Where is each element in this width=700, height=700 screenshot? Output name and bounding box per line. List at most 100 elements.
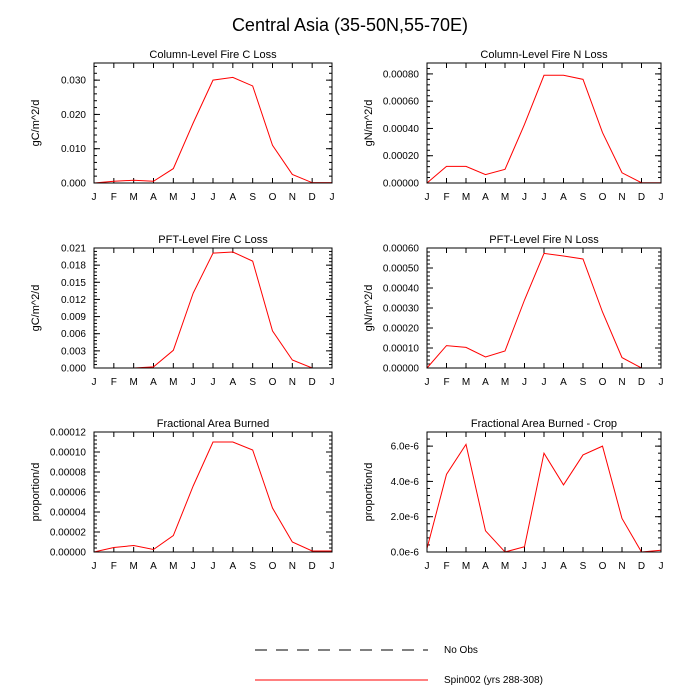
x-tick-label: J: [522, 377, 527, 388]
x-tick-label: A: [482, 377, 489, 388]
y-tick-label: 0.009: [61, 312, 86, 323]
y-tick-label: 0.00010: [50, 448, 87, 459]
x-tick-label: F: [111, 192, 117, 203]
y-tick-label: 0.00080: [383, 69, 420, 80]
y-tick-label: 0.00002: [50, 528, 87, 539]
x-tick-label: D: [638, 192, 645, 203]
x-tick-label: J: [191, 377, 196, 388]
y-tick-label: 0.006: [61, 329, 86, 340]
x-tick-label: J: [191, 192, 196, 203]
x-tick-label: A: [229, 192, 236, 203]
panel-6: Fractional Area Burned - Crop proportion/…: [363, 418, 664, 572]
x-tick-label: J: [92, 377, 97, 388]
x-tick-label: O: [599, 192, 607, 203]
y-axis-label: gC/m^2/d: [30, 285, 42, 332]
y-tick-label: 0.0e-6: [391, 548, 420, 559]
x-tick-label: N: [289, 561, 296, 572]
x-tick-label: J: [542, 192, 547, 203]
x-tick-label: M: [501, 192, 509, 203]
plot-frame: [426, 431, 662, 553]
x-tick-label: N: [618, 192, 625, 203]
y-tick-label: 0.00060: [383, 244, 420, 255]
x-tick-label: J: [330, 561, 335, 572]
panel-4: PFT-Level Fire N Loss gN/m^2/d J F M A M J J A S O N…: [363, 234, 664, 388]
panel-title: Column-Level Fire C Loss: [149, 49, 277, 61]
y-tick-label: 0.003: [61, 346, 86, 357]
y-tick-label: 0.00060: [383, 97, 420, 108]
x-tick-label: J: [425, 377, 430, 388]
x-tick-label: D: [309, 192, 316, 203]
x-tick-label: J: [191, 561, 196, 572]
y-tick-label: 0.00008: [50, 468, 87, 479]
x-tick-label: D: [638, 561, 645, 572]
x-tick-label: D: [638, 377, 645, 388]
x-tick-label: J: [92, 192, 97, 203]
x-tick-label: J: [542, 561, 547, 572]
x-tick-label: O: [269, 192, 277, 203]
x-tick-label: S: [580, 561, 587, 572]
x-tick-label: F: [443, 561, 449, 572]
y-tick-label: 4.0e-6: [391, 477, 420, 488]
x-tick-label: O: [599, 561, 607, 572]
series-line-1: [93, 441, 332, 553]
plot-frame: [426, 62, 662, 184]
y-tick-label: 0.000: [61, 364, 86, 375]
x-tick-label: J: [92, 561, 97, 572]
y-tick-label: 0.020: [61, 110, 86, 121]
x-tick-label: N: [289, 377, 296, 388]
x-tick-label: N: [289, 192, 296, 203]
x-tick-label: M: [129, 377, 137, 388]
panel-title: Fractional Area Burned: [157, 418, 270, 430]
y-tick-label: 0.030: [61, 76, 86, 87]
y-axis-label: proportion/d: [363, 463, 375, 522]
x-tick-label: A: [150, 561, 157, 572]
x-tick-label: J: [522, 192, 527, 203]
x-tick-label: J: [522, 561, 527, 572]
x-tick-label: A: [560, 192, 567, 203]
x-tick-label: J: [425, 192, 430, 203]
y-axis-label: gC/m^2/d: [30, 100, 42, 147]
panel-1: Column-Level Fire C Loss gC/m^2/d J F M A M J J A…: [30, 49, 335, 203]
panel-5: Fractional Area Burned proportion/d J F M A M J…: [30, 418, 335, 572]
y-tick-label: 0.010: [61, 144, 86, 155]
x-tick-label: A: [229, 561, 236, 572]
y-tick-label: 0.018: [61, 261, 86, 272]
y-tick-label: 0.00004: [50, 508, 87, 519]
x-tick-label: F: [443, 377, 449, 388]
y-tick-label: 0.00020: [383, 324, 420, 335]
x-tick-label: S: [249, 192, 256, 203]
x-tick-label: O: [269, 377, 277, 388]
panel-title: PFT-Level Fire N Loss: [489, 234, 599, 246]
panel-title: Fractional Area Burned - Crop: [471, 418, 617, 430]
x-tick-label: M: [169, 561, 177, 572]
x-tick-label: J: [211, 192, 216, 203]
x-tick-label: A: [150, 377, 157, 388]
plot-frame: [426, 247, 662, 369]
y-tick-label: 0.00040: [383, 284, 420, 295]
x-tick-label: O: [599, 377, 607, 388]
y-tick-label: 0.00012: [50, 428, 87, 439]
y-tick-label: 0.00010: [383, 344, 420, 355]
x-tick-label: A: [482, 561, 489, 572]
series-line-1: [426, 74, 661, 184]
x-tick-label: D: [309, 377, 316, 388]
y-axis-label: gN/m^2/d: [363, 100, 375, 147]
panels: Column-Level Fire C Loss gC/m^2/d J F M A M J J A…: [30, 49, 664, 572]
x-tick-label: M: [501, 377, 509, 388]
panel-title: PFT-Level Fire C Loss: [158, 234, 268, 246]
x-tick-label: M: [462, 561, 470, 572]
x-tick-label: A: [560, 561, 567, 572]
x-tick-label: J: [211, 561, 216, 572]
legend-spin002-label: Spin002 (yrs 288-308): [444, 675, 543, 686]
y-tick-label: 0.000: [61, 179, 86, 190]
y-tick-label: 0.015: [61, 278, 86, 289]
x-tick-label: O: [269, 561, 277, 572]
y-axis-label: gN/m^2/d: [363, 285, 375, 332]
x-tick-label: A: [482, 192, 489, 203]
x-tick-label: M: [501, 561, 509, 572]
x-tick-label: M: [462, 377, 470, 388]
series-line-1: [93, 76, 332, 184]
y-tick-label: 0.00000: [383, 364, 420, 375]
figure-title: Central Asia (35-50N,55-70E): [232, 15, 468, 35]
x-tick-label: A: [150, 192, 157, 203]
